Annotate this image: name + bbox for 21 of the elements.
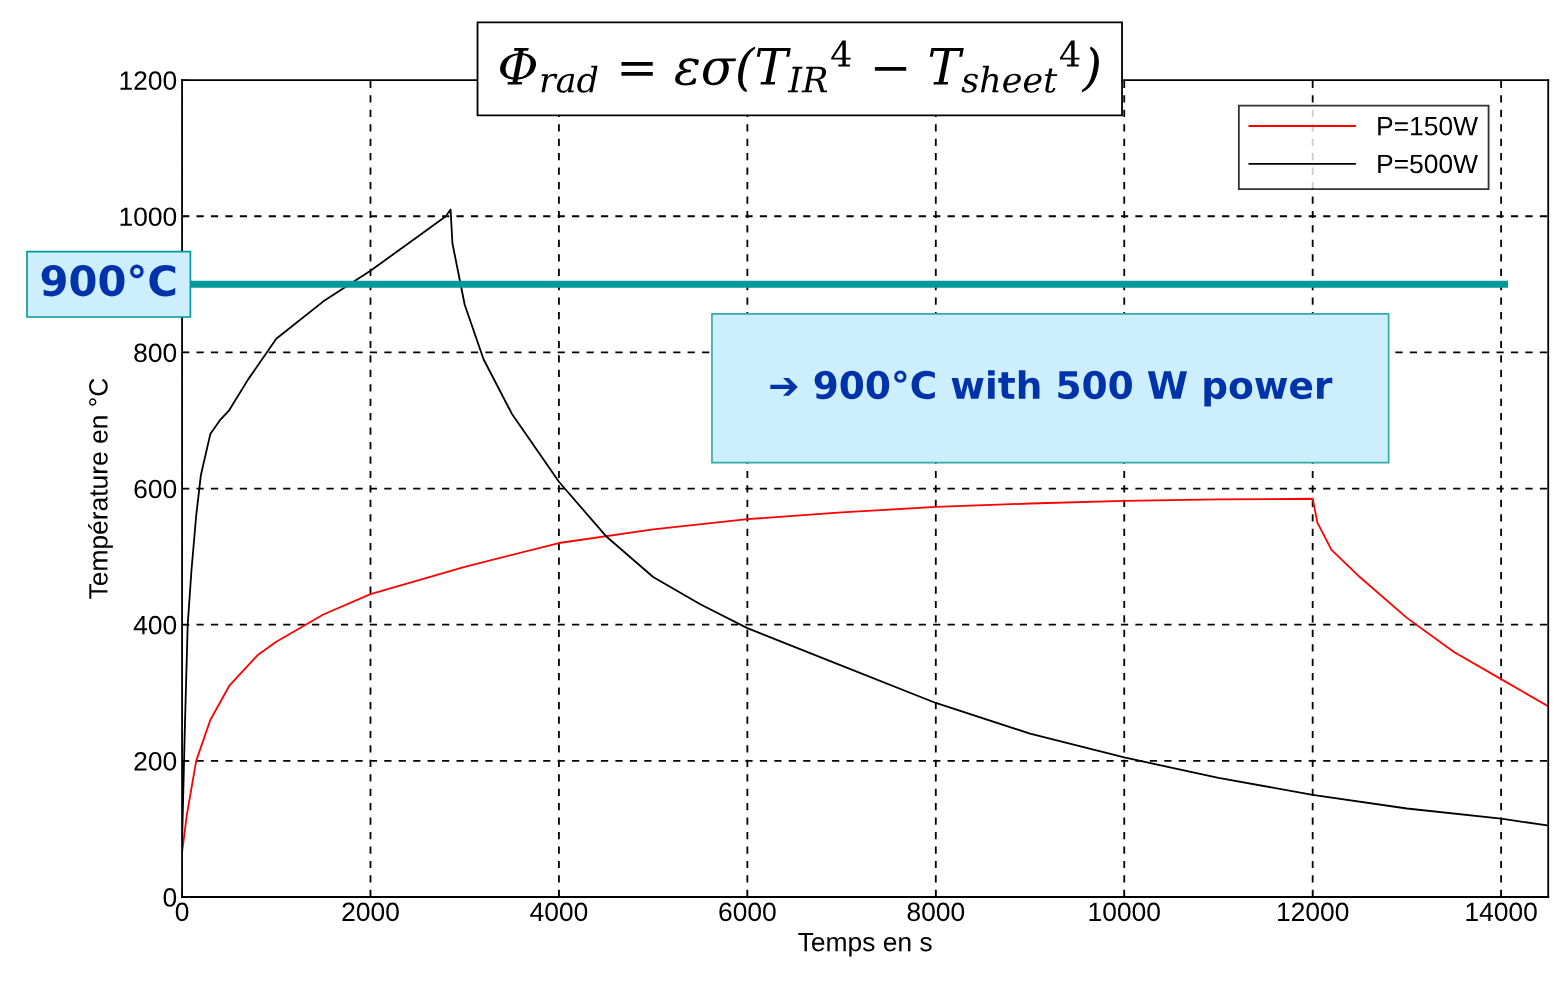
y-tick-label: 800: [134, 343, 177, 363]
x-tick-label: 8000: [907, 902, 965, 922]
x-tick-label: 6000: [719, 902, 776, 922]
ref-line-label: 900°C: [41, 264, 176, 297]
y-tick-label: 400: [133, 615, 177, 635]
y-tick-label: 200: [134, 751, 177, 771]
x-tick-label: 14000: [1466, 902, 1537, 922]
annotation: ➔ 900°C with 500 W power: [770, 370, 1333, 407]
x-tick-label: 10000: [1089, 902, 1160, 922]
x-tick-label: 12000: [1278, 902, 1349, 922]
x-axis-title: Temps en s: [798, 932, 932, 957]
y-tick-label: 600: [134, 479, 177, 499]
y-tick-label: 1000: [120, 207, 177, 227]
x-tick-label: 4000: [530, 902, 588, 922]
legend-label: P=500W: [1378, 154, 1478, 174]
y-tick-label: 0: [163, 888, 177, 907]
y-tick-label: 1200: [120, 71, 177, 90]
y-axis-title: Température en °C: [88, 378, 113, 599]
text: Φ$_{rad}$ = εσ(T$_{IR}$$^{4}$ − T$_{sheet}$$^{4}$): [500, 40, 1099, 93]
x-tick-label: 2000: [342, 902, 399, 922]
legend-label: P=150W: [1378, 116, 1478, 136]
